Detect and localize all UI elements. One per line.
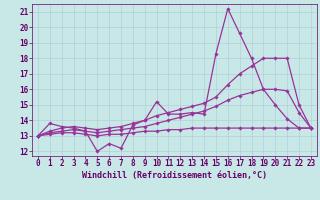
X-axis label: Windchill (Refroidissement éolien,°C): Windchill (Refroidissement éolien,°C) bbox=[82, 171, 267, 180]
